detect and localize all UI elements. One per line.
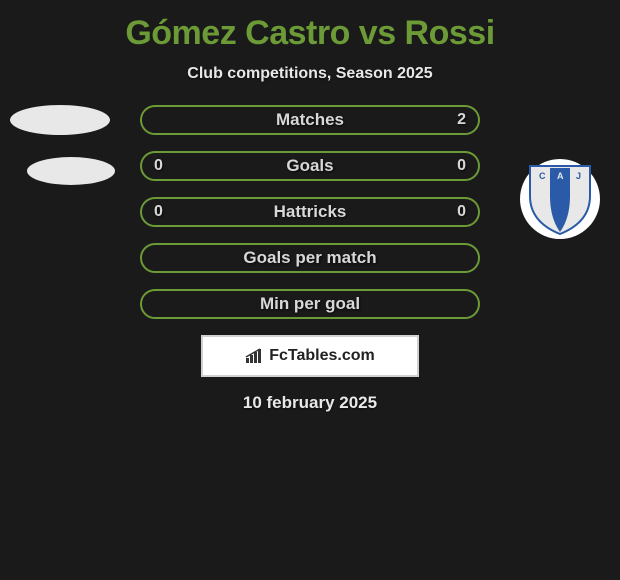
stat-label: Hattricks: [274, 202, 347, 222]
stat-row-goals: 0 Goals 0: [140, 151, 480, 181]
stat-row-min-per-goal: Min per goal: [140, 289, 480, 319]
date-text: 10 february 2025: [0, 393, 620, 413]
stat-row-matches: Matches 2: [140, 105, 480, 135]
page-subtitle: Club competitions, Season 2025: [0, 65, 620, 83]
stat-label: Min per goal: [260, 294, 360, 314]
stat-row-hattricks: 0 Hattricks 0: [140, 197, 480, 227]
stat-right-value: 2: [454, 111, 466, 129]
shield-icon: C A J: [528, 162, 592, 236]
player-left-avatar-placeholder-1: [10, 105, 110, 135]
bars-icon: [245, 348, 265, 364]
source-logo-box[interactable]: FcTables.com: [201, 335, 419, 377]
svg-text:C: C: [539, 171, 546, 181]
player-right-club-badge: C A J: [520, 159, 600, 239]
stat-right-value: 0: [454, 157, 466, 175]
stat-left-value: 0: [154, 203, 166, 221]
stat-label: Matches: [276, 110, 344, 130]
source-logo-text: FcTables.com: [269, 347, 375, 365]
stat-label: Goals: [286, 156, 333, 176]
player-left-avatar-placeholder-2: [27, 157, 115, 185]
stat-row-goals-per-match: Goals per match: [140, 243, 480, 273]
comparison-card: Gómez Castro vs Rossi Club competitions,…: [0, 0, 620, 423]
page-title: Gómez Castro vs Rossi: [0, 14, 620, 53]
stat-right-value: 0: [454, 203, 466, 221]
svg-text:J: J: [576, 171, 581, 181]
stats-area: C A J Matches 2 0 Goals 0 0 Hattricks 0 …: [0, 105, 620, 413]
stat-left-value: 0: [154, 157, 166, 175]
source-logo: FcTables.com: [245, 347, 375, 365]
svg-text:A: A: [557, 171, 564, 181]
stat-label: Goals per match: [243, 248, 376, 268]
